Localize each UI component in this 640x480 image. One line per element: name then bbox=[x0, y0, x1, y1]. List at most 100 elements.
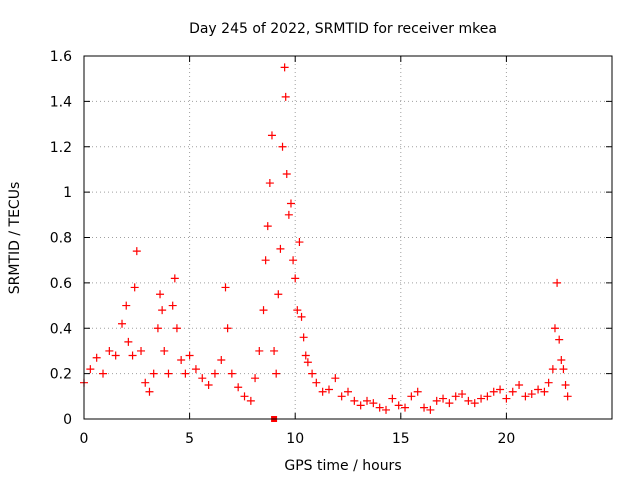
data-point bbox=[286, 199, 295, 208]
data-point bbox=[297, 312, 306, 321]
data-point bbox=[388, 394, 397, 403]
data-point bbox=[122, 301, 131, 310]
data-point bbox=[153, 324, 162, 333]
axis-ticks: 0 0.2 0.4 0.6 0.8 1 1.2 1.4 1.6 0 5 10 15 20 bbox=[50, 49, 612, 447]
y-tick-label: 0.6 bbox=[50, 276, 72, 292]
data-point bbox=[382, 405, 391, 414]
data-point bbox=[149, 369, 158, 378]
data-point bbox=[132, 247, 141, 256]
data-point bbox=[464, 396, 473, 405]
data-point bbox=[553, 278, 562, 287]
data-point bbox=[557, 356, 566, 365]
grid-lines bbox=[84, 56, 612, 419]
data-point bbox=[561, 380, 570, 389]
data-point bbox=[284, 210, 293, 219]
data-point bbox=[111, 351, 120, 360]
data-point bbox=[295, 238, 304, 247]
data-point bbox=[158, 306, 167, 315]
data-point bbox=[515, 380, 524, 389]
data-point bbox=[489, 387, 498, 396]
data-point bbox=[217, 356, 226, 365]
data-point bbox=[265, 179, 274, 188]
data-point bbox=[534, 385, 543, 394]
data-point bbox=[299, 333, 308, 342]
data-point bbox=[407, 392, 416, 401]
data-point bbox=[356, 401, 365, 410]
data-point bbox=[251, 374, 260, 383]
y-axis-title: SRMTID / TECUs bbox=[7, 182, 23, 295]
data-point bbox=[439, 394, 448, 403]
data-point bbox=[369, 399, 378, 408]
data-point bbox=[128, 351, 137, 360]
x-tick-label: 15 bbox=[392, 431, 410, 447]
data-point bbox=[375, 403, 384, 412]
data-point bbox=[259, 306, 268, 315]
data-point bbox=[145, 387, 154, 396]
data-point bbox=[246, 396, 255, 405]
data-point bbox=[477, 394, 486, 403]
data-point bbox=[170, 274, 179, 283]
data-point bbox=[270, 346, 279, 355]
data-point bbox=[204, 380, 213, 389]
y-tick-label: 0 bbox=[63, 412, 72, 428]
data-point bbox=[185, 351, 194, 360]
data-point bbox=[267, 131, 276, 140]
data-point bbox=[426, 405, 435, 414]
data-point bbox=[318, 387, 327, 396]
data-point bbox=[240, 392, 249, 401]
data-point bbox=[124, 337, 133, 346]
data-point bbox=[451, 392, 460, 401]
data-point bbox=[160, 346, 169, 355]
data-point bbox=[191, 365, 200, 374]
data-point bbox=[413, 387, 422, 396]
data-point bbox=[401, 403, 410, 412]
data-point bbox=[198, 374, 207, 383]
data-point bbox=[432, 396, 441, 405]
data-point bbox=[177, 356, 186, 365]
data-point bbox=[281, 92, 290, 101]
data-point bbox=[105, 346, 114, 355]
data-point bbox=[508, 387, 517, 396]
y-tick-label: 0.2 bbox=[50, 367, 72, 383]
data-point bbox=[301, 351, 310, 360]
data-point bbox=[272, 369, 281, 378]
data-point bbox=[458, 390, 467, 399]
chart-title: Day 245 of 2022, SRMTID for receiver mke… bbox=[189, 21, 497, 37]
data-point bbox=[420, 403, 429, 412]
data-point bbox=[291, 274, 300, 283]
data-point bbox=[324, 385, 333, 394]
data-point bbox=[223, 324, 232, 333]
data-point bbox=[445, 399, 454, 408]
data-point bbox=[99, 369, 108, 378]
data-point bbox=[172, 324, 181, 333]
y-tick-label: 1.6 bbox=[50, 49, 72, 65]
data-point bbox=[540, 387, 549, 396]
data-point bbox=[118, 319, 127, 328]
data-point bbox=[350, 396, 359, 405]
y-tick-label: 1.4 bbox=[50, 94, 72, 110]
data-point bbox=[527, 390, 536, 399]
data-point bbox=[363, 396, 372, 405]
x-axis-title: GPS time / hours bbox=[284, 458, 401, 474]
data-point bbox=[303, 358, 312, 367]
x-tick-label: 5 bbox=[185, 431, 194, 447]
data-point bbox=[496, 385, 505, 394]
data-point bbox=[544, 378, 553, 387]
y-tick-label: 0.8 bbox=[50, 231, 72, 247]
data-point bbox=[331, 374, 340, 383]
data-point bbox=[181, 369, 190, 378]
data-point bbox=[221, 283, 230, 292]
data-point bbox=[255, 346, 264, 355]
data-point bbox=[156, 290, 165, 299]
x-tick-label: 20 bbox=[497, 431, 515, 447]
data-point bbox=[282, 169, 291, 178]
data-points bbox=[80, 63, 572, 422]
data-point bbox=[137, 346, 146, 355]
data-point bbox=[227, 369, 236, 378]
data-point bbox=[280, 63, 289, 72]
data-point bbox=[483, 392, 492, 401]
x-tick-label: 0 bbox=[80, 431, 89, 447]
data-point bbox=[337, 392, 346, 401]
data-point bbox=[141, 378, 150, 387]
